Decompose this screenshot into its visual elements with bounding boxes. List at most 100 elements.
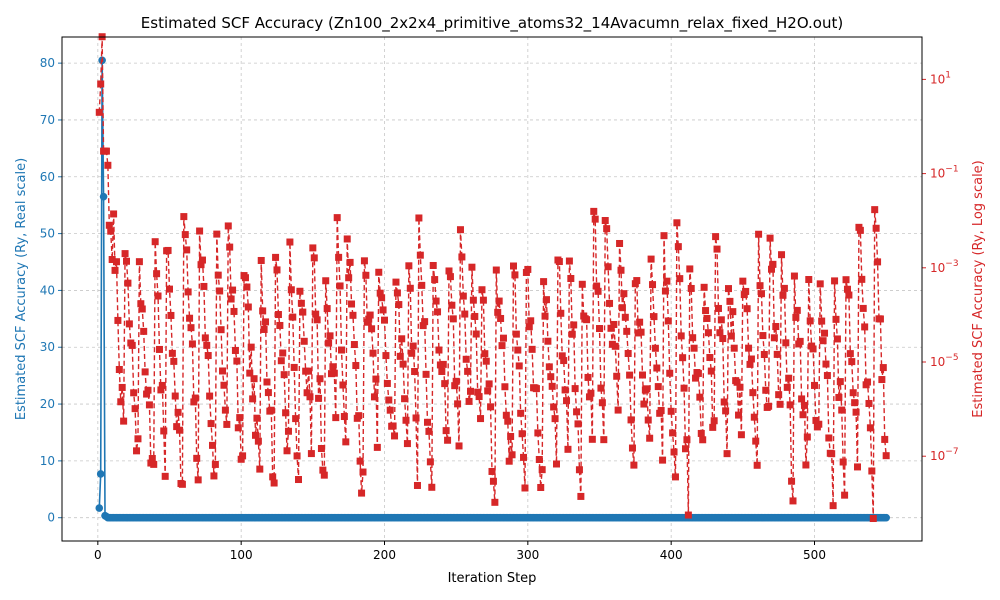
series-log-point: [253, 414, 261, 422]
series-log-point: [412, 414, 420, 422]
series-log-point: [231, 346, 239, 354]
series-log-point: [319, 466, 327, 474]
series-log-point: [770, 334, 778, 342]
series-log-point: [571, 385, 579, 393]
series-log-point: [499, 334, 507, 342]
series-log-point: [322, 277, 330, 285]
series-log-point: [130, 389, 138, 397]
series-log-point: [864, 378, 872, 386]
series-log-point: [683, 436, 691, 444]
series-log-point: [666, 369, 674, 377]
series-log-point: [647, 255, 655, 263]
series-log-point: [176, 426, 184, 434]
series-log-point: [382, 352, 390, 360]
series-log-point: [191, 394, 199, 402]
series-log-point: [277, 357, 285, 365]
series-log-point: [104, 161, 112, 169]
series-log-point: [669, 429, 677, 437]
series-log-point: [249, 395, 257, 403]
series-log-point: [689, 334, 697, 342]
series-log-point: [762, 386, 770, 394]
series-log-point: [561, 386, 569, 394]
series-log-point: [492, 266, 500, 274]
series-log-point: [325, 339, 333, 347]
series-log-point: [753, 461, 761, 469]
series-log-point: [573, 408, 581, 416]
series-log-point: [551, 415, 559, 423]
series-log-point: [821, 329, 829, 337]
series-log-point: [651, 344, 659, 352]
series-log-point: [425, 427, 433, 435]
series-log-point: [345, 274, 353, 282]
series-log-point: [485, 380, 493, 388]
series-log-point: [209, 441, 216, 449]
series-log-point: [426, 458, 434, 466]
series-log-point: [97, 80, 105, 88]
series-log-point: [406, 284, 414, 292]
series-log-point: [449, 315, 457, 323]
series-log-point: [468, 263, 476, 271]
series-log-point: [766, 234, 774, 242]
series-log-point: [305, 367, 313, 375]
series-log-point: [633, 277, 641, 285]
series-log-point: [714, 304, 722, 312]
series-log-point: [310, 254, 318, 262]
series-log-point: [335, 253, 343, 261]
series-log-point: [180, 213, 188, 221]
series-log-point: [613, 372, 621, 380]
series-log-point: [596, 325, 603, 333]
series-log-point: [584, 373, 592, 381]
series-log-point: [117, 398, 125, 406]
series-log-point: [197, 261, 205, 269]
series-log-point: [170, 357, 178, 365]
series-log-point: [383, 379, 391, 387]
series-log-point: [858, 275, 866, 283]
series-log-point: [269, 473, 277, 481]
series-log-point: [600, 436, 608, 444]
series-log-point: [346, 258, 354, 266]
series-log-point: [369, 349, 377, 357]
series-log-point: [358, 489, 366, 497]
series-log-point: [355, 412, 363, 420]
series-log-point: [445, 267, 453, 275]
series-log-point: [210, 472, 218, 480]
series-log-point: [154, 292, 162, 300]
series-log-point: [236, 414, 244, 422]
series-log-point: [778, 251, 786, 259]
series-log-point: [250, 375, 258, 383]
series-log-point: [262, 318, 270, 326]
series-log-point: [143, 390, 151, 398]
series-log-point: [849, 389, 857, 397]
series-log-point: [535, 455, 543, 463]
series-log-point: [243, 283, 251, 291]
series-log-point: [340, 413, 348, 421]
series-log-point: [515, 362, 523, 370]
series-log-point: [735, 411, 743, 419]
series-log-point: [809, 345, 817, 353]
series-log-point: [555, 258, 563, 266]
series-log-point: [198, 256, 206, 264]
series-log-point: [712, 233, 720, 241]
series-log-point: [547, 373, 555, 381]
series-log-point: [541, 312, 549, 320]
series-log-point: [391, 432, 399, 440]
series-log-point: [155, 345, 163, 353]
series-log-point: [167, 311, 175, 319]
x-tick-label: 400: [660, 548, 683, 562]
series-log-point: [692, 374, 700, 382]
series-log-point: [336, 282, 344, 290]
series-log-point: [435, 346, 443, 354]
series-log-point: [593, 282, 601, 290]
series-log-point: [246, 369, 254, 377]
series-log-point: [219, 367, 227, 375]
series-log-point: [624, 349, 632, 357]
series-log-point: [174, 408, 182, 416]
series-log-point: [481, 350, 489, 358]
series-log-point: [320, 471, 328, 479]
series-log-point: [188, 340, 196, 348]
series-real-point: [95, 504, 104, 512]
series-log-point: [679, 354, 687, 362]
series-log-point: [326, 332, 334, 340]
series-log-point: [166, 285, 173, 293]
series-log-point: [312, 310, 320, 318]
